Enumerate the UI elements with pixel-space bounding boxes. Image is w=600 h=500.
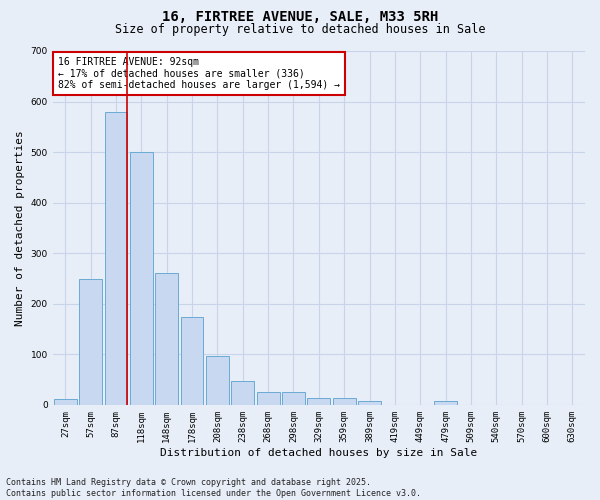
Bar [307,398,330,405]
Y-axis label: Number of detached properties: Number of detached properties [15,130,25,326]
Bar [333,398,356,405]
Bar [130,152,153,405]
Bar [358,402,381,405]
Bar [206,356,229,405]
Text: 16, FIRTREE AVENUE, SALE, M33 5RH: 16, FIRTREE AVENUE, SALE, M33 5RH [162,10,438,24]
Bar [232,380,254,405]
X-axis label: Distribution of detached houses by size in Sale: Distribution of detached houses by size … [160,448,478,458]
Text: 16 FIRTREE AVENUE: 92sqm
← 17% of detached houses are smaller (336)
82% of semi-: 16 FIRTREE AVENUE: 92sqm ← 17% of detach… [58,56,340,90]
Bar [257,392,280,405]
Bar [282,392,305,405]
Bar [434,402,457,405]
Bar [181,318,203,405]
Text: Contains HM Land Registry data © Crown copyright and database right 2025.
Contai: Contains HM Land Registry data © Crown c… [6,478,421,498]
Bar [54,399,77,405]
Bar [155,274,178,405]
Text: Size of property relative to detached houses in Sale: Size of property relative to detached ho… [115,22,485,36]
Bar [104,112,127,405]
Bar [79,280,102,405]
